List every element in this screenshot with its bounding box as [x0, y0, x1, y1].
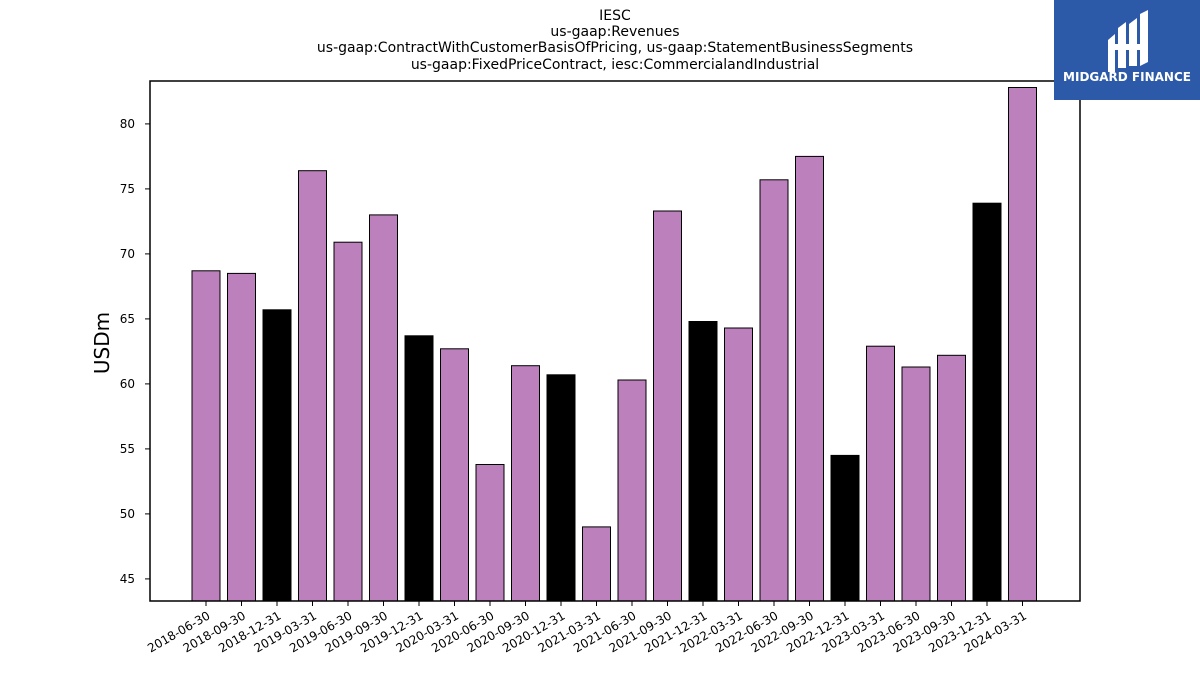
chart-title: IESC us-gaap:Revenues us-gaap:ContractWi… — [317, 8, 913, 73]
chart-title-line-4: us-gaap:FixedPriceContract, iesc:Commerc… — [411, 57, 819, 73]
bar-2019-09-30 — [369, 214, 398, 602]
bar-2021-12-31 — [688, 321, 718, 602]
y-tick-label: 70 — [120, 247, 135, 261]
bar-2019-06-30 — [333, 241, 363, 602]
y-tick-label: 50 — [120, 507, 135, 521]
bar-2020-09-30 — [511, 365, 540, 602]
midgard-finance-logo: MIDGARD FINANCE — [1054, 0, 1200, 100]
bar-2022-12-31 — [830, 454, 860, 602]
x-axis-ticks: 2018-06-302018-09-302018-12-312019-03-31… — [145, 601, 1029, 655]
bar-2020-12-31 — [546, 374, 576, 602]
bar-2018-09-30 — [227, 272, 256, 602]
chart-title-line-2: us-gaap:Revenues — [550, 24, 679, 40]
bar-2019-03-31 — [298, 170, 327, 602]
bar-2020-03-31 — [440, 348, 469, 602]
bar-2018-06-30 — [191, 270, 221, 602]
y-axis-label: USDm — [90, 312, 114, 374]
bar-2018-12-31 — [262, 309, 292, 602]
y-tick-label: 45 — [120, 572, 135, 586]
bar-2020-06-30 — [475, 464, 505, 602]
bar-2024-03-31 — [1008, 87, 1037, 602]
bar-2023-06-30 — [901, 366, 931, 602]
y-tick-label: 60 — [120, 377, 135, 391]
logo-text: MIDGARD FINANCE — [1063, 70, 1191, 84]
bar-2022-03-31 — [724, 327, 753, 602]
bar-2023-09-30 — [937, 354, 966, 602]
bar-2022-06-30 — [759, 179, 789, 602]
y-axis-ticks: 45 50 55 60 65 70 75 80 — [120, 117, 150, 586]
bars — [191, 87, 1037, 602]
bar-2021-03-31 — [582, 526, 611, 602]
bar-2019-12-31 — [404, 335, 434, 602]
bar-2022-09-30 — [795, 155, 824, 602]
bar-2023-03-31 — [866, 345, 895, 602]
bar-2021-09-30 — [653, 210, 682, 602]
bar-2021-06-30 — [617, 379, 647, 602]
logo-mark-icon — [1108, 10, 1148, 72]
chart-title-line-1: IESC — [599, 8, 631, 24]
y-tick-label: 80 — [120, 117, 135, 131]
y-tick-label: 75 — [120, 182, 135, 196]
bar-2023-12-31 — [972, 202, 1002, 602]
y-tick-label: 65 — [120, 312, 135, 326]
plot-frame — [149, 80, 1081, 602]
y-tick-label: 55 — [120, 442, 135, 456]
chart-title-line-3: us-gaap:ContractWithCustomerBasisOfPrici… — [317, 40, 913, 56]
